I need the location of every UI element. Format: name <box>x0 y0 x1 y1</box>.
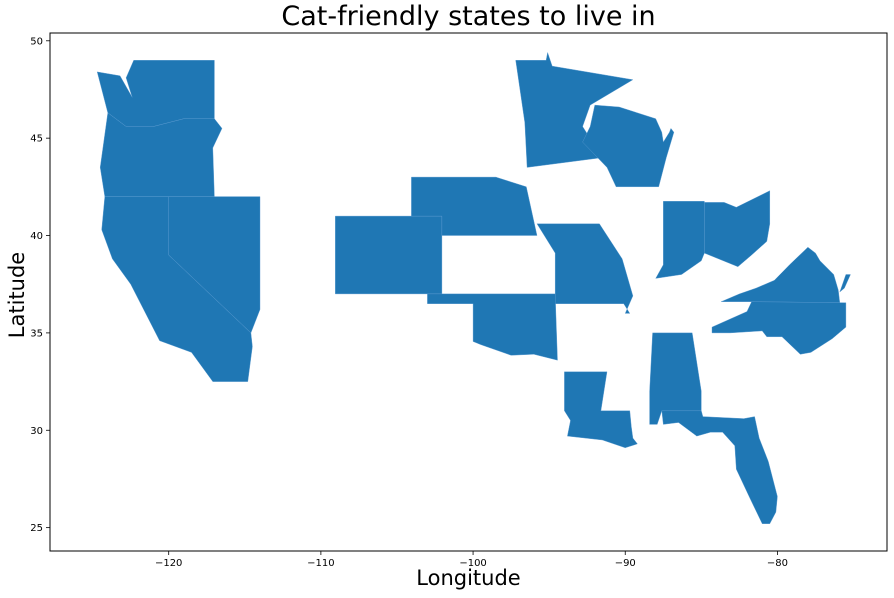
x-tick-label: −120 <box>155 558 182 569</box>
state-nebraska <box>411 176 538 236</box>
plot-frame <box>49 32 888 552</box>
state-missouri <box>536 223 634 314</box>
state-wisconsin <box>582 104 675 188</box>
y-tick-label: 50 <box>30 36 43 47</box>
x-tick-label: −80 <box>767 558 788 569</box>
state-oregon <box>99 112 223 197</box>
y-axis-label: Latitude <box>5 251 29 339</box>
state-ohio <box>704 190 770 267</box>
x-tick-label: −110 <box>307 558 334 569</box>
state-minnesota <box>515 51 634 168</box>
y-tick-label: 35 <box>30 328 43 339</box>
x-tick-label: −90 <box>615 558 636 569</box>
state-louisiana <box>564 371 638 449</box>
y-tick-label: 25 <box>30 523 43 534</box>
state-oklahoma <box>427 293 558 361</box>
state-florida <box>661 410 778 524</box>
map-title: Cat-friendly states to live in <box>281 1 656 32</box>
y-tick-label: 30 <box>30 426 43 437</box>
x-axis-ticks: −120 −110 −100 −90 −80 <box>155 551 788 569</box>
x-tick-label: −100 <box>459 558 486 569</box>
states-layer <box>96 51 851 524</box>
x-axis-label: Longitude <box>416 566 521 590</box>
y-axis-ticks: 25 30 35 40 45 50 <box>30 36 50 534</box>
state-indiana <box>655 201 705 279</box>
state-north-carolina <box>711 301 847 355</box>
state-washington <box>96 60 215 127</box>
state-colorado <box>335 215 443 295</box>
state-nevada <box>168 196 261 334</box>
y-tick-label: 45 <box>30 134 43 145</box>
state-virginia-eastern-shore <box>839 274 851 293</box>
y-tick-label: 40 <box>30 231 43 242</box>
